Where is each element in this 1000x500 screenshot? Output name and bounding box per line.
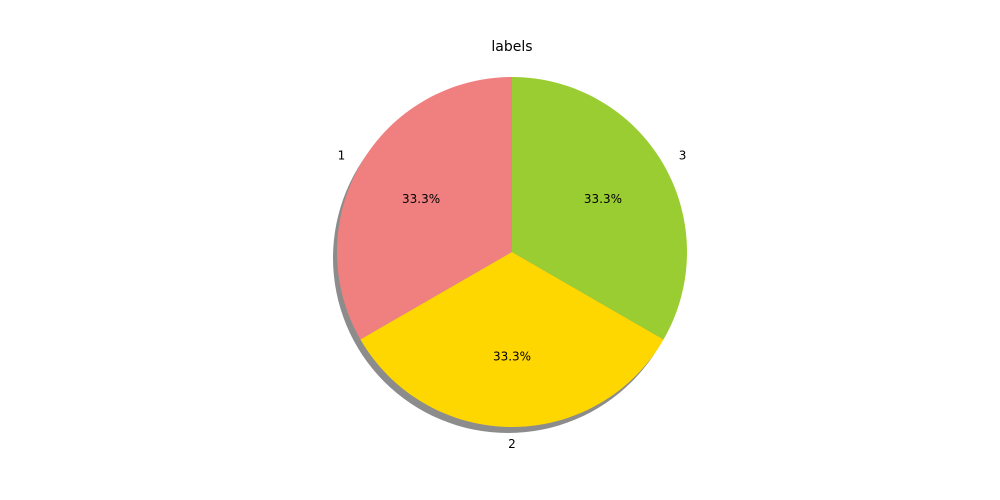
slice-percent-label-1: 33.3% (402, 192, 440, 206)
slice-label-1: 1 (338, 148, 346, 162)
pie-slices (336, 77, 687, 427)
slice-percent-label-3: 33.3% (584, 192, 622, 206)
chart-title: labels (491, 39, 532, 55)
slice-label-3: 3 (679, 148, 687, 162)
pie-slice-3 (512, 77, 687, 340)
slice-label-2: 2 (508, 437, 516, 451)
pie-slice-1 (336, 77, 512, 340)
pie-labels: 1 33.3% 2 33.3% 3 33.3% (338, 148, 687, 451)
slice-percent-label-2: 33.3% (493, 350, 531, 364)
